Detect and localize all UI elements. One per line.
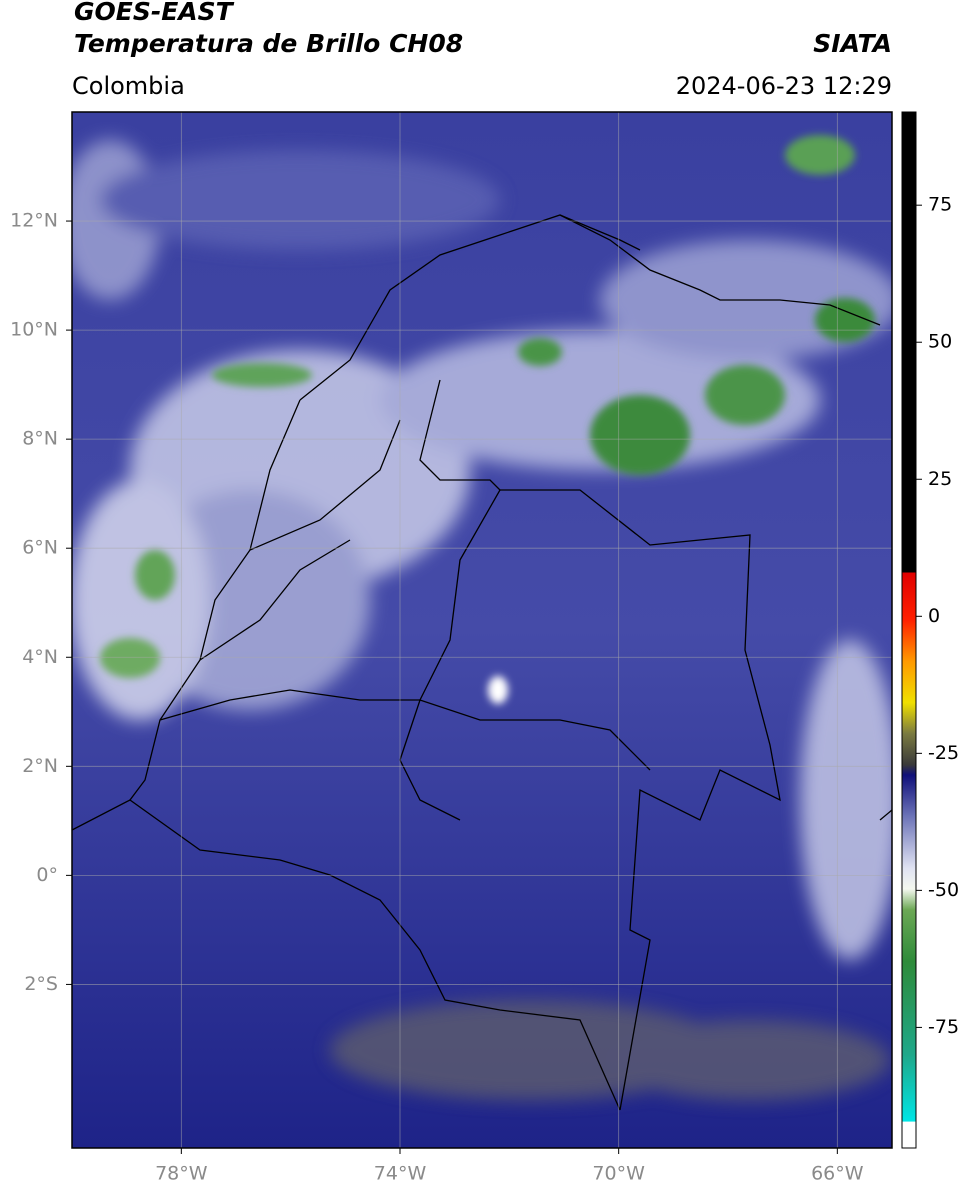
colorbar-tick-label: -75 — [928, 1016, 959, 1038]
y-tick-label: 4°N — [22, 646, 58, 668]
y-tick-label: 8°N — [22, 428, 58, 450]
x-tick-label: 66°W — [811, 1163, 864, 1185]
colorbar-tick-label: -25 — [928, 742, 959, 764]
source: SIATA — [813, 29, 892, 58]
title-line-1: GOES-EAST — [74, 0, 235, 26]
colorbar-tick-label: 25 — [928, 468, 952, 490]
colorbar-tick-label: 75 — [928, 194, 952, 216]
graticule — [72, 112, 892, 1148]
y-tick-label: 10°N — [10, 319, 58, 341]
y-tick-label: 2°S — [24, 973, 58, 995]
x-tick-label: 70°W — [592, 1163, 645, 1185]
y-tick-label: 2°N — [22, 755, 58, 777]
y-tick-label: 6°N — [22, 537, 58, 559]
colorbar-tick-label: 0 — [928, 605, 940, 627]
satellite-image — [72, 112, 892, 1148]
y-tick-label: 0° — [36, 864, 58, 886]
region: Colombia — [72, 72, 185, 100]
colorbar-tick-label: -50 — [928, 879, 959, 901]
map-frame — [71, 111, 893, 1149]
x-tick-label: 78°W — [155, 1163, 208, 1185]
colorbar-tick-label: 50 — [928, 331, 952, 353]
timestamp: 2024-06-23 12:29 — [676, 72, 892, 100]
colorbar — [901, 111, 917, 1149]
x-tick-label: 74°W — [374, 1163, 427, 1185]
title-line-2: Temperatura de Brillo CH08 — [74, 29, 463, 58]
y-tick-label: 12°N — [10, 210, 58, 232]
